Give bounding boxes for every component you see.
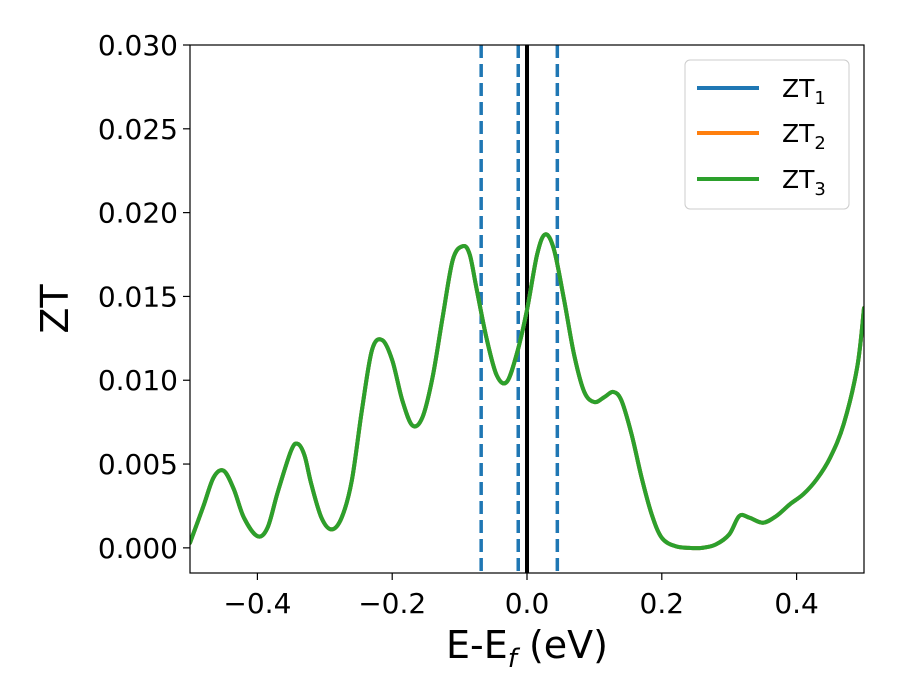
y-tick-label: 0.015 — [98, 280, 178, 313]
y-axis: 0.000 0.005 0.010 0.015 0.020 0.025 0.030 — [98, 29, 190, 565]
y-tick-label: 0.005 — [98, 448, 178, 481]
x-tick-label: −0.2 — [358, 587, 426, 620]
y-tick-label: 0.025 — [98, 113, 178, 146]
y-tick-label: 0.010 — [98, 364, 178, 397]
x-axis-title: E-Ef (eV) — [446, 623, 608, 674]
legend-box — [684, 59, 850, 210]
y-tick-label: 0.020 — [98, 197, 178, 230]
x-tick-label: 0.2 — [640, 587, 685, 620]
legend: ZT1 ZT2 ZT3 — [684, 59, 850, 210]
x-tick-label: 0.4 — [774, 587, 819, 620]
y-tick-label: 0.000 — [98, 532, 178, 565]
y-tick-label: 0.030 — [98, 29, 178, 62]
x-tick-label: 0.0 — [505, 587, 550, 620]
y-axis-title: ZT — [33, 284, 77, 334]
legend-label-zt3: ZT3 — [782, 165, 826, 200]
plot-area — [190, 45, 864, 573]
series-line-zt3 — [190, 232, 864, 551]
x-tick-label: −0.4 — [223, 587, 291, 620]
legend-label-zt2: ZT2 — [782, 119, 826, 154]
x-axis: −0.4 −0.2 0.0 0.2 0.4 — [223, 573, 819, 620]
legend-label-zt1: ZT1 — [782, 74, 826, 109]
